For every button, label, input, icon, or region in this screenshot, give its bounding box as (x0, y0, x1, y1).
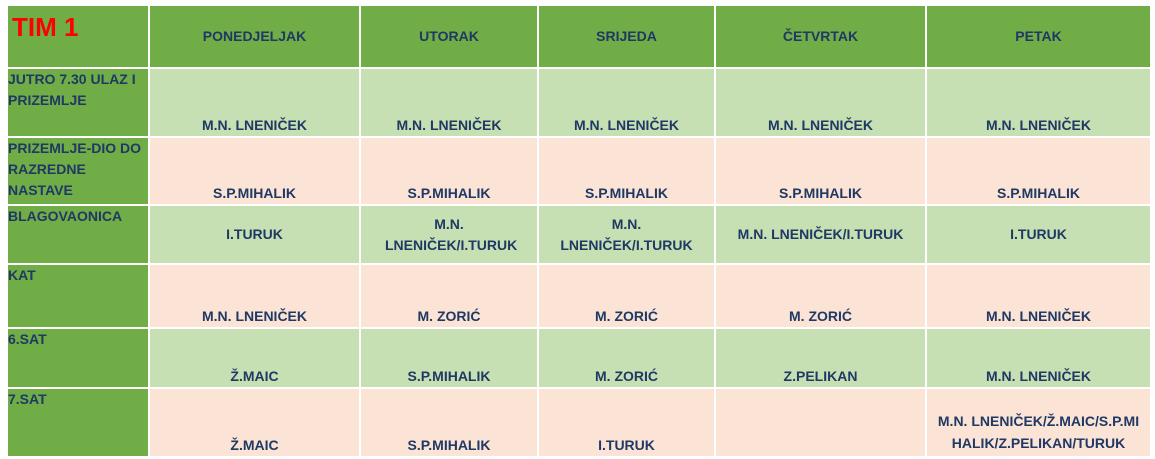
table-cell: M.N. LNENIČEK/I.TURUK (359, 204, 539, 265)
header-row: TIM 1 PONEDJELJAK UTORAK SRIJEDA ČETVRTA… (6, 4, 1152, 69)
table-cell: I.TURUK (148, 204, 361, 265)
day-header-wednesday: SRIJEDA (537, 4, 716, 69)
table-cell: M.N. LNENIČEK/I.TURUK (714, 204, 927, 265)
row-label: PRIZEMLJE-DIO DO RAZREDNE NASTAVE (6, 136, 150, 206)
day-header-friday: PETAK (925, 4, 1152, 69)
table-cell: S.P.MIHALIK (359, 327, 539, 389)
day-header-thursday: ČETVRTAK (714, 4, 927, 69)
team-title: TIM 1 (6, 4, 150, 69)
table-cell: M. ZORIĆ (359, 263, 539, 329)
table-cell: M.N. LNENIČEK (925, 327, 1152, 389)
table-cell: S.P.MIHALIK (925, 136, 1152, 206)
table-cell: M. ZORIĆ (537, 263, 716, 329)
table-cell: M. ZORIĆ (537, 327, 716, 389)
row-label: KAT (6, 263, 150, 329)
row-label: 7.SAT (6, 387, 150, 458)
table-cell: M. ZORIĆ (714, 263, 927, 329)
row-label: BLAGOVAONICA (6, 204, 150, 265)
table-cell: S.P.MIHALIK (359, 387, 539, 458)
table-row-6th-period: 6.SAT Ž.MAIC S.P.MIHALIK M. ZORIĆ Z.PELI… (6, 327, 1152, 389)
table-row-upper-floor: KAT M.N. LNENIČEK M. ZORIĆ M. ZORIĆ M. Z… (6, 263, 1152, 329)
table-cell: M.N. LNENIČEK (359, 67, 539, 138)
table-row-7th-period: 7.SAT Ž.MAIC S.P.MIHALIK I.TURUK M.N. LN… (6, 387, 1152, 458)
table-cell: S.P.MIHALIK (148, 136, 361, 206)
table-cell: S.P.MIHALIK (359, 136, 539, 206)
table-row-ground-floor: PRIZEMLJE-DIO DO RAZREDNE NASTAVE S.P.MI… (6, 136, 1152, 206)
table-cell: M.N. LNENIČEK (925, 67, 1152, 138)
table-cell: M.N. LNENIČEK (148, 263, 361, 329)
table-row-morning-entrance: JUTRO 7.30 ULAZ I PRIZEMLJE M.N. LNENIČE… (6, 67, 1152, 138)
table-cell: S.P.MIHALIK (714, 136, 927, 206)
table-cell: S.P.MIHALIK (537, 136, 716, 206)
table-cell: M.N. LNENIČEK (925, 263, 1152, 329)
table-cell: Ž.MAIC (148, 327, 361, 389)
table-cell (714, 387, 927, 458)
table-cell: M.N. LNENIČEK (537, 67, 716, 138)
table-cell: Z.PELIKAN (714, 327, 927, 389)
day-header-monday: PONEDJELJAK (148, 4, 361, 69)
table-cell: M.N. LNENIČEK (714, 67, 927, 138)
table-cell: M.N. LNENIČEK (148, 67, 361, 138)
row-label: JUTRO 7.30 ULAZ I PRIZEMLJE (6, 67, 150, 138)
duty-schedule-table: TIM 1 PONEDJELJAK UTORAK SRIJEDA ČETVRTA… (6, 4, 1152, 458)
table-row-canteen: BLAGOVAONICA I.TURUK M.N. LNENIČEK/I.TUR… (6, 204, 1152, 265)
table-cell: M.N. LNENIČEK/Ž.MAIC/S.P.MIHALIK/Z.PELIK… (925, 387, 1152, 458)
table-cell: Ž.MAIC (148, 387, 361, 458)
row-label: 6.SAT (6, 327, 150, 389)
table-cell: M.N. LNENIČEK/I.TURUK (537, 204, 716, 265)
day-header-tuesday: UTORAK (359, 4, 539, 69)
table-cell: I.TURUK (537, 387, 716, 458)
table-cell: I.TURUK (925, 204, 1152, 265)
